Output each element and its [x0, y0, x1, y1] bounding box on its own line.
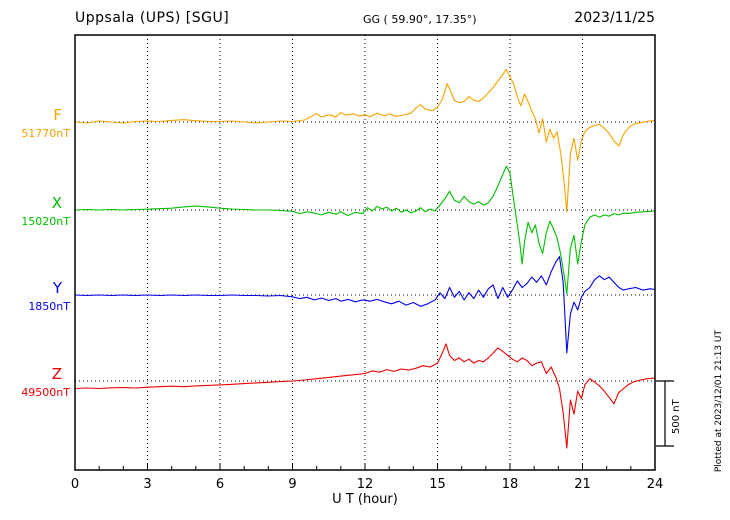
station-title: Uppsala (UPS) [SGU]: [75, 10, 230, 26]
baseline-value-Z: 49500nT: [21, 386, 70, 399]
component-label-Y: Y: [52, 279, 63, 297]
x-axis-label: U T (hour): [332, 492, 398, 507]
observation-date: 2023/11/25: [574, 10, 655, 26]
scale-bar-label: 500 nT: [671, 399, 682, 435]
trace-X: [74, 165, 656, 295]
trace-Y: [74, 256, 656, 354]
baseline-value-Y: 1850nT: [28, 300, 70, 313]
x-tick-label-24: 24: [647, 477, 664, 492]
geographic-coordinates: GG ( 59.90°, 17.35°): [363, 13, 477, 26]
x-tick-label-0: 0: [71, 477, 79, 492]
baseline-value-X: 15020nT: [21, 215, 70, 228]
trace-Z: [74, 343, 656, 449]
component-label-Z: Z: [52, 365, 62, 383]
component-label-F: F: [53, 106, 62, 124]
x-tick-label-12: 12: [357, 477, 374, 492]
plotted-at-note: Plotted at 2023/12/01 21:13 UT: [714, 329, 724, 472]
x-tick-label-6: 6: [216, 477, 224, 492]
component-label-X: X: [52, 194, 62, 212]
plot-frame: [74, 34, 656, 471]
x-tick-label-9: 9: [288, 477, 296, 492]
x-tick-label-3: 3: [143, 477, 151, 492]
x-tick-label-15: 15: [429, 477, 446, 492]
x-tick-label-21: 21: [574, 477, 591, 492]
x-tick-label-18: 18: [502, 477, 519, 492]
trace-F: [74, 68, 656, 213]
baseline-value-F: 51770nT: [21, 127, 70, 140]
